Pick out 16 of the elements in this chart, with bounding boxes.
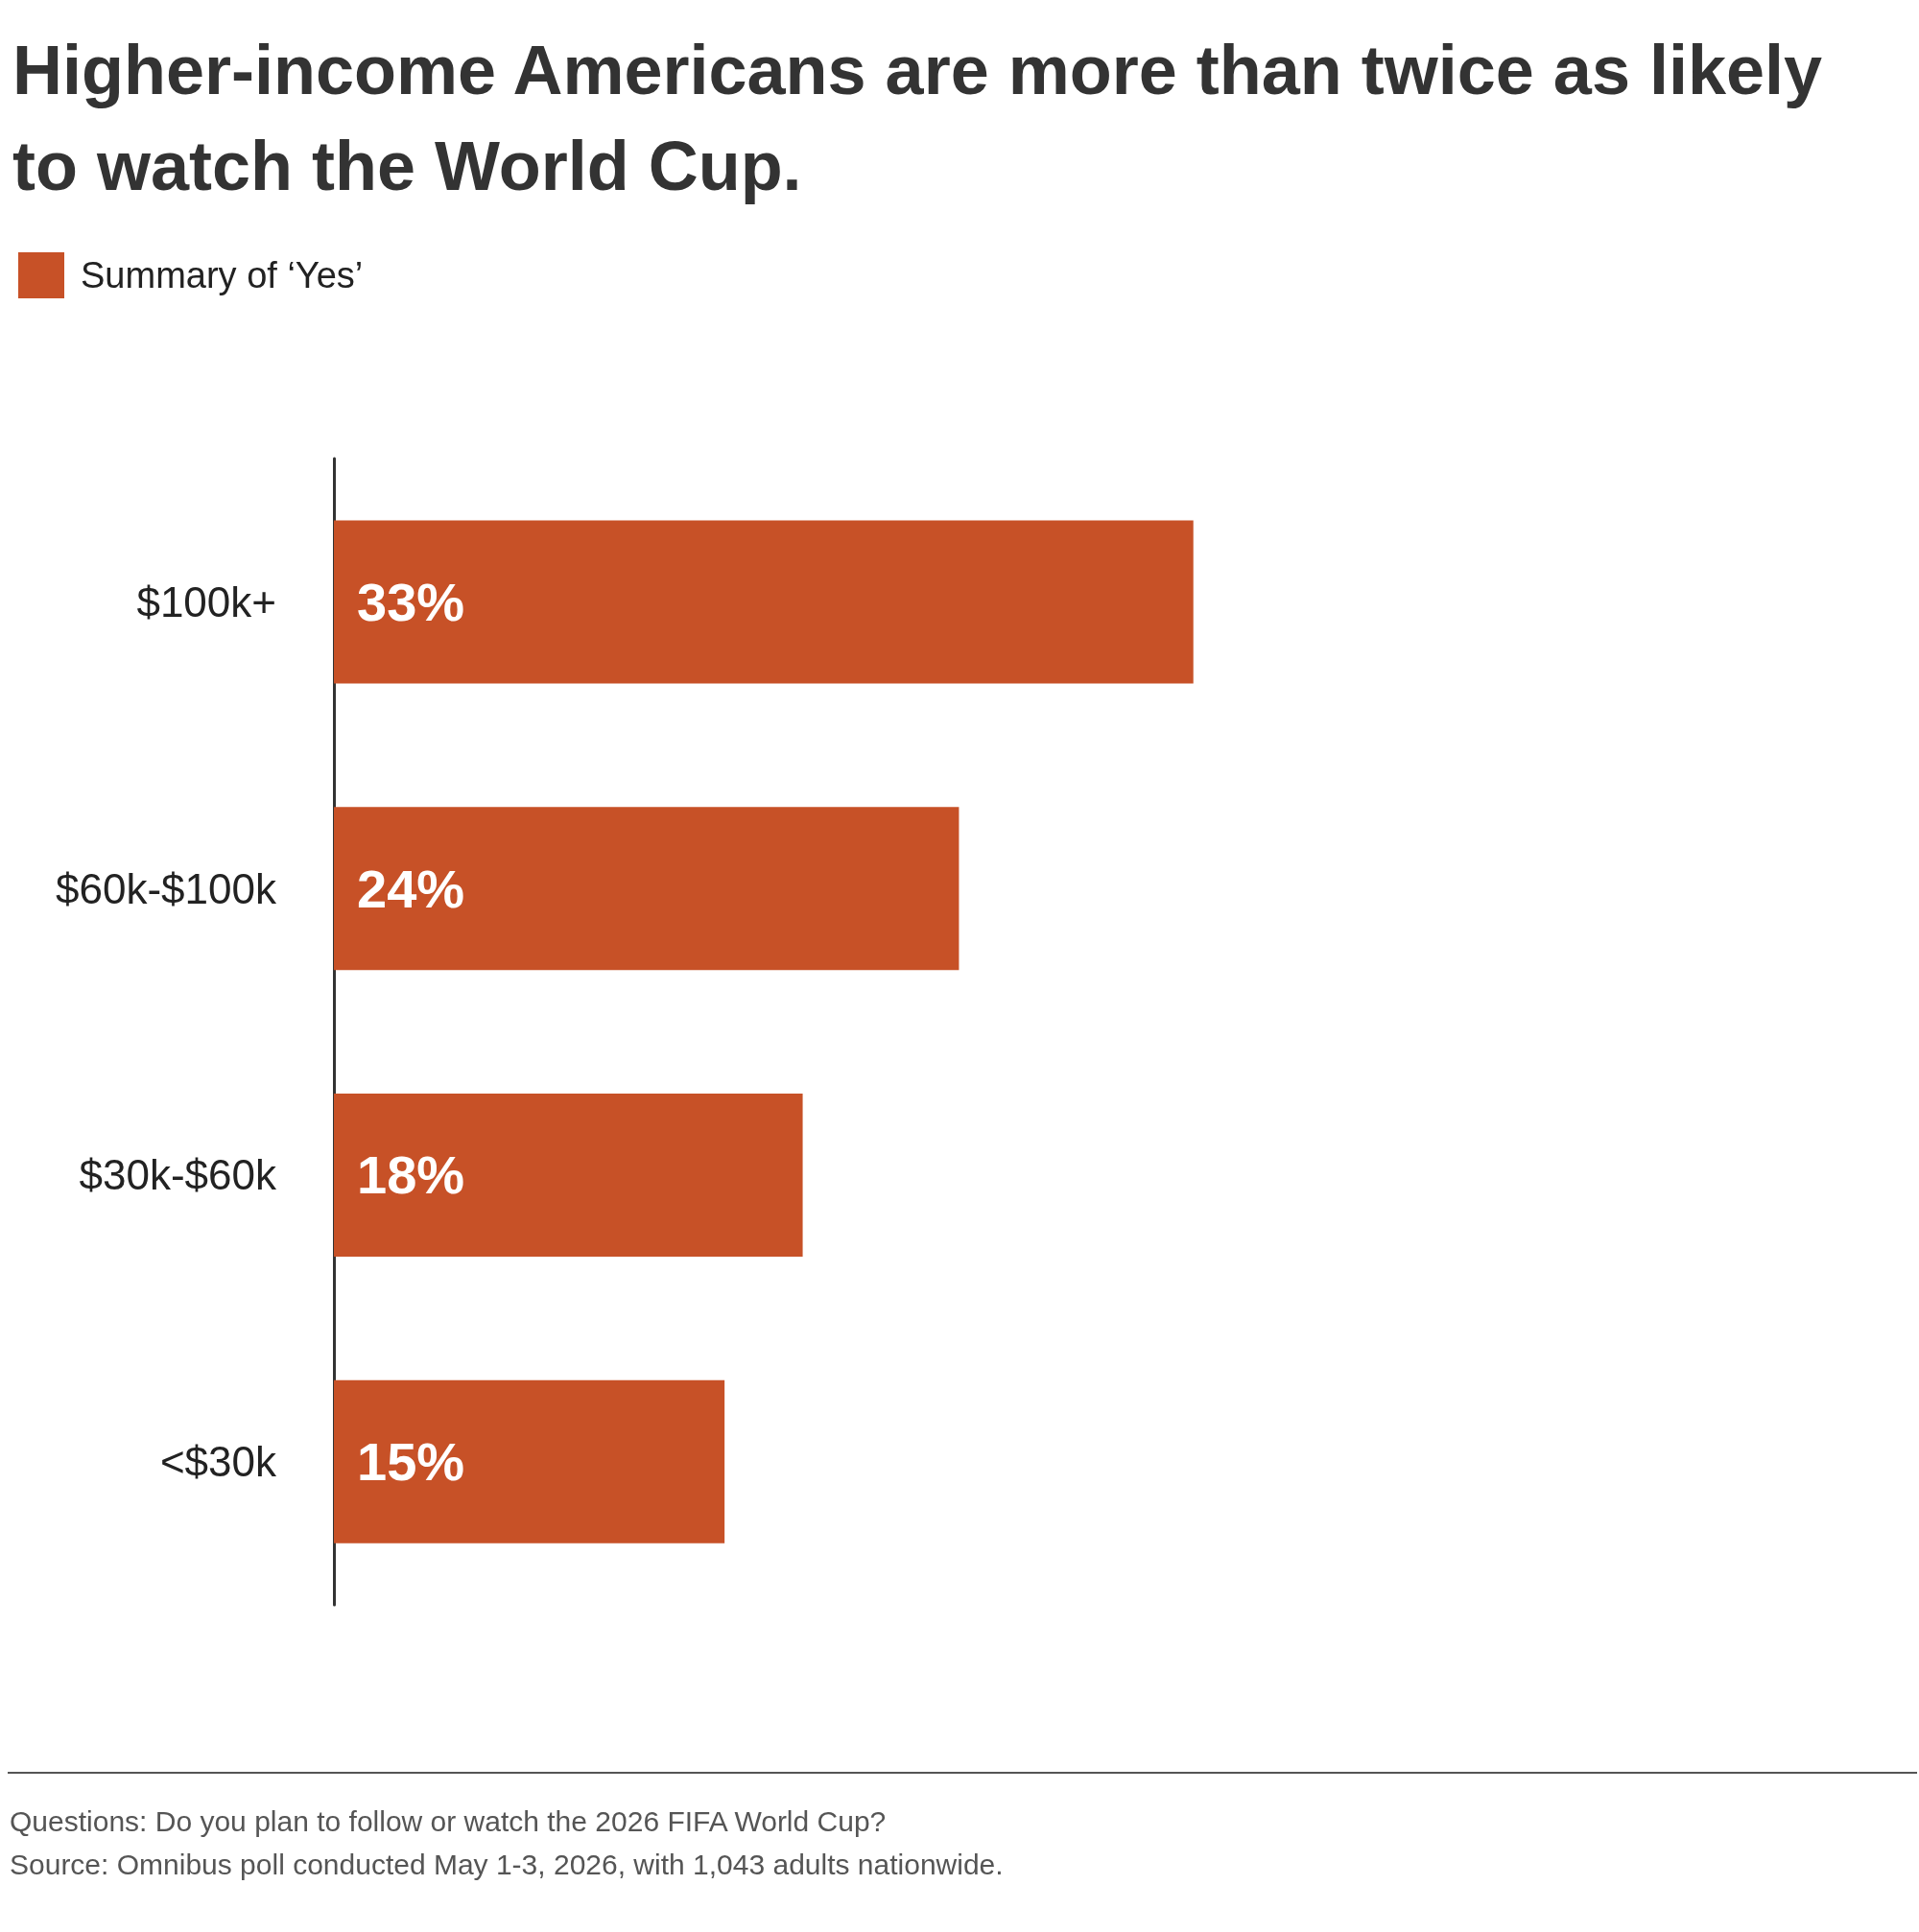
bar [334, 1093, 803, 1257]
source-note: Source: Omnibus poll conducted May 1-3, 2026, with 1,043 adults nationwide. [10, 1848, 1004, 1880]
data-label: 33% [357, 571, 465, 632]
legend-label: Summary of ‘Yes’ [81, 255, 364, 295]
y-tick-label: $100k+ [136, 577, 276, 625]
data-label: 24% [357, 858, 465, 919]
bar [334, 1379, 725, 1543]
data-label: 18% [357, 1144, 465, 1206]
data-label: 15% [357, 1431, 465, 1493]
bar [334, 520, 1194, 684]
chart-title: Higher-income Americans are more than twice as likely to watch the World Cup. [12, 32, 1842, 204]
y-tick-label: $60k-$100k [56, 864, 277, 912]
y-tick-label: <$30k [159, 1438, 277, 1486]
bar [334, 807, 960, 971]
text: Questions: Do you plan to follow or watch the 2026 FIFA World Cup? [10, 1804, 887, 1837]
y-tick-label: $30k-$60k [79, 1151, 277, 1199]
